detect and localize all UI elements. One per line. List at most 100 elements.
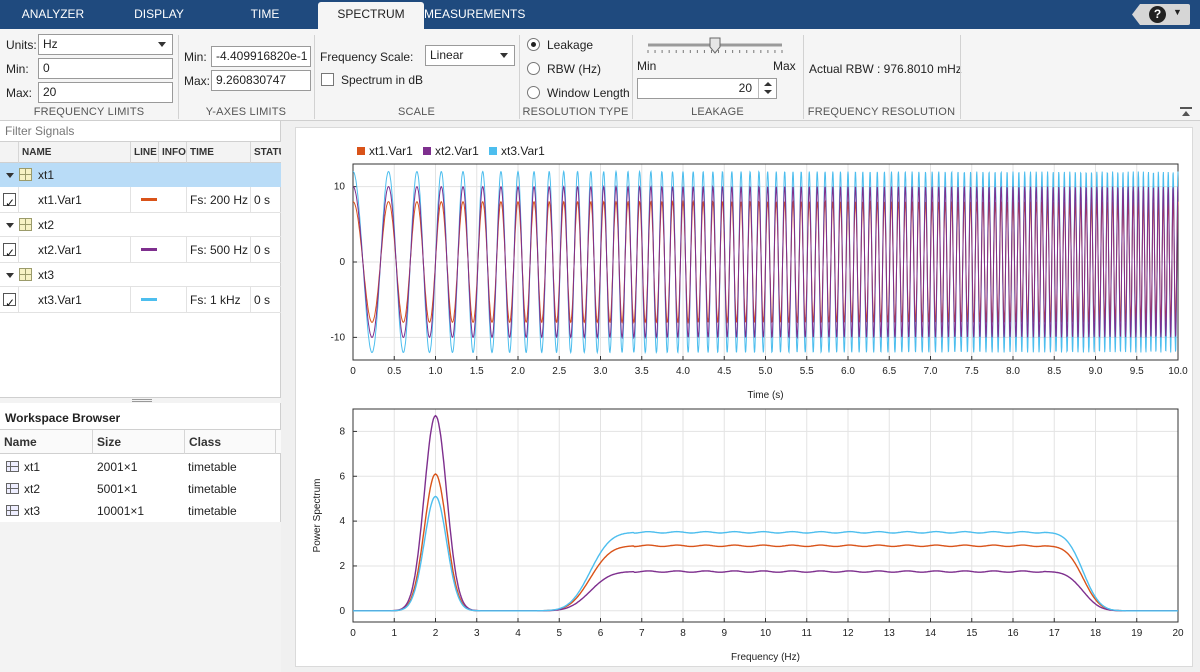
- x-tick-label: 4: [515, 628, 521, 639]
- x-tick-label: 6.0: [841, 366, 855, 377]
- tab-time[interactable]: TIME: [250, 7, 280, 21]
- collapse-ribbon-icon[interactable]: [1180, 107, 1192, 117]
- x-tick-label: 5.5: [800, 366, 814, 377]
- axes-box: [352, 163, 1179, 361]
- freq-min-field[interactable]: 0: [38, 58, 173, 79]
- signal-visible-checkbox[interactable]: [3, 190, 16, 216]
- legend-label: xt3.Var1: [501, 144, 545, 158]
- workspace-browser-title: Workspace Browser: [0, 406, 281, 430]
- signal-status: 0 s: [254, 243, 271, 257]
- x-tick-label: 8.5: [1047, 366, 1061, 377]
- signal-status: 0 s: [254, 193, 271, 207]
- y-max-field[interactable]: 9.260830747: [211, 70, 311, 91]
- leakage-title: LEAKAGE: [691, 106, 744, 118]
- signal-group-xt3[interactable]: xt3: [0, 263, 281, 287]
- x-tick-label: 10.0: [1168, 366, 1188, 377]
- signal-row-xt1-var1[interactable]: xt1.Var1 Fs: 200 Hz 0 s: [0, 187, 281, 216]
- ws-col-class[interactable]: Class: [185, 430, 276, 454]
- x-tick-label: 13: [884, 628, 896, 639]
- expand-icon[interactable]: [6, 273, 14, 278]
- x-tick-label: 0: [350, 628, 356, 639]
- signal-group-xt2[interactable]: xt2: [0, 213, 281, 237]
- toolstrip-tab-bar: ANALYZER DISPLAY TIME SPECTRUM MEASUREME…: [0, 0, 1200, 29]
- x-tick-label: 6.5: [882, 366, 896, 377]
- tab-spectrum[interactable]: SPECTRUM: [318, 2, 424, 29]
- y-tick-label: -10: [331, 332, 346, 343]
- y-tick-label: 0: [339, 606, 345, 617]
- x-tick-label: 0.5: [387, 366, 401, 377]
- charts-svg[interactable]: 0 0.5 1.0 1.5 2.0 2.5 3.0 3.5 4.0 4.5 5.0 5.5 6.0 6.5…: [296, 128, 1194, 668]
- chevron-down-icon[interactable]: ▼: [1173, 7, 1182, 17]
- col-info[interactable]: INFO: [158, 142, 186, 163]
- workspace-row-xt1[interactable]: xt1 2001×1 timetable: [0, 456, 281, 478]
- group-name: xt3: [38, 268, 55, 282]
- actual-rbw-readout: Actual RBW : 976.8010 mHz: [809, 62, 962, 76]
- workspace-row-xt3[interactable]: xt3 10001×1 timetable: [0, 500, 281, 522]
- x-tick-label: 8: [680, 628, 686, 639]
- spectrum-db-checkbox[interactable]: [321, 73, 334, 86]
- signal-row-xt2-var1[interactable]: xt2.Var1 Fs: 500 Hz 0 s: [0, 237, 281, 266]
- rbw-radio-label: RBW (Hz): [547, 62, 601, 76]
- col-time[interactable]: TIME: [186, 142, 250, 163]
- col-name[interactable]: NAME: [18, 142, 130, 163]
- line-color-swatch[interactable]: [141, 198, 157, 201]
- rbw-radio[interactable]: [527, 62, 540, 75]
- ws-var-name: xt2: [24, 482, 41, 496]
- divider: [314, 35, 315, 119]
- y-tick-label: 8: [339, 426, 345, 437]
- signals-panel: Filter Signals NAME LINE INFO TIME STATU…: [0, 121, 281, 672]
- leakage-radio[interactable]: [527, 38, 540, 51]
- timetable-icon: [6, 483, 19, 494]
- workspace-row-xt2[interactable]: xt2 5001×1 timetable: [0, 478, 281, 500]
- expand-icon[interactable]: [6, 173, 14, 178]
- help-menu[interactable]: ? ▼: [1132, 4, 1190, 25]
- help-icon[interactable]: ?: [1149, 6, 1166, 23]
- freq-min-label: Min:: [6, 62, 29, 76]
- frequency-scale-dropdown[interactable]: Linear: [425, 45, 515, 66]
- y-min-field[interactable]: -4.409916820e-1: [211, 46, 311, 67]
- x-tick-label: 20: [1172, 628, 1184, 639]
- line-color-swatch[interactable]: [141, 298, 157, 301]
- panel-splitter[interactable]: [0, 397, 281, 403]
- tab-analyzer[interactable]: ANALYZER: [21, 7, 85, 21]
- signal-visible-checkbox[interactable]: [3, 240, 16, 266]
- ws-var-size: 10001×1: [97, 504, 145, 518]
- ws-col-name[interactable]: Name: [0, 430, 93, 454]
- filter-signals-input[interactable]: Filter Signals: [0, 121, 281, 142]
- ws-var-name: xt3: [24, 504, 41, 518]
- spin-down-icon[interactable]: [764, 90, 772, 94]
- y-tick-label: 0: [339, 257, 345, 268]
- spin-up-icon[interactable]: [764, 82, 772, 86]
- group-name: xt1: [38, 168, 55, 182]
- x-tick-label: 3.0: [594, 366, 608, 377]
- frequency-scale-value: Linear: [430, 48, 464, 62]
- col-line[interactable]: LINE: [130, 142, 158, 163]
- leakage-value-field[interactable]: 20: [637, 78, 777, 99]
- window-length-radio-label: Window Length: [547, 86, 630, 100]
- table-icon: [19, 218, 32, 231]
- x-tick-label: 16: [1007, 628, 1019, 639]
- expand-icon[interactable]: [6, 223, 14, 228]
- signal-visible-checkbox[interactable]: [3, 290, 16, 316]
- window-length-radio[interactable]: [527, 86, 540, 99]
- y-tick-label: 10: [334, 182, 346, 193]
- col-status[interactable]: STATUS: [250, 142, 281, 163]
- x-tick-label: 2.0: [511, 366, 525, 377]
- tab-measurements[interactable]: MEASUREMENTS: [424, 7, 526, 21]
- ws-var-name: xt1: [24, 460, 41, 474]
- frequency-scale-label: Frequency Scale:: [320, 50, 414, 64]
- tab-display[interactable]: DISPLAY: [134, 7, 184, 21]
- signal-row-xt3-var1[interactable]: xt3.Var1 Fs: 1 kHz 0 s: [0, 287, 281, 316]
- line-color-swatch[interactable]: [141, 248, 157, 251]
- slider-thumb[interactable]: [709, 37, 721, 54]
- ws-col-size[interactable]: Size: [93, 430, 185, 454]
- x-tick-label: 0: [350, 366, 356, 377]
- timetable-icon: [6, 461, 19, 472]
- y-min-label: Min:: [184, 50, 207, 64]
- leakage-slider[interactable]: [640, 37, 790, 59]
- leakage-spinner[interactable]: [758, 79, 776, 98]
- units-dropdown[interactable]: Hz: [38, 34, 173, 55]
- signal-group-xt1[interactable]: xt1: [0, 163, 281, 187]
- freq-max-field[interactable]: 20: [38, 82, 173, 103]
- axes-box: [352, 408, 1179, 623]
